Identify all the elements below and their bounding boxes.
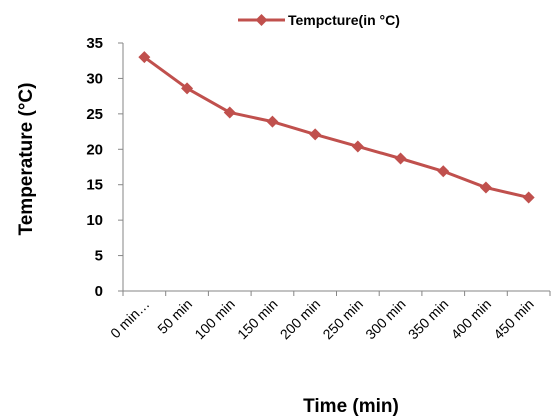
data-point-marker <box>181 82 194 95</box>
y-tick-label: 20 <box>86 141 103 158</box>
data-point-marker <box>479 181 492 194</box>
y-tick-label: 25 <box>86 106 103 123</box>
series-layer <box>138 51 535 204</box>
x-tick-label: 400 min <box>448 296 495 343</box>
legend-diamond-marker <box>255 14 268 26</box>
y-tick-label: 10 <box>86 212 103 229</box>
x-tick-label: 350 min <box>405 296 452 343</box>
legend-label: Tempcture(in °C) <box>288 12 400 28</box>
data-point-marker <box>437 165 450 178</box>
x-tick-label: 50 min <box>154 296 195 337</box>
x-tick-label: 100 min <box>191 296 238 343</box>
data-point-marker <box>223 106 236 119</box>
data-point-marker <box>394 152 407 165</box>
data-point-marker <box>266 115 279 128</box>
x-tick-label: 250 min <box>319 296 366 343</box>
data-point-marker <box>351 140 364 153</box>
y-tick-label: 15 <box>86 177 103 194</box>
x-tick-label: 450 min <box>490 296 537 343</box>
x-tick-label: 200 min <box>277 296 324 343</box>
series-line <box>143 55 529 199</box>
data-point-marker <box>138 51 151 64</box>
x-tick-label: 150 min <box>234 296 281 343</box>
x-tick-label: 300 min <box>362 296 409 343</box>
x-tick-label: 0 min… <box>107 296 152 341</box>
y-tick-label: 0 <box>95 283 103 300</box>
x-axis-title: Time (min) <box>303 396 399 417</box>
y-axis-ticks: 0 5 10 15 20 25 30 35 <box>86 35 123 300</box>
legend: Tempcture(in °C) <box>238 12 400 28</box>
y-tick-label: 35 <box>86 35 103 52</box>
data-point-marker <box>309 128 322 141</box>
y-tick-label: 30 <box>86 70 103 87</box>
data-point-marker <box>522 191 535 204</box>
y-tick-label: 5 <box>95 248 103 265</box>
y-axis-title: Temperature (°C) <box>16 83 37 236</box>
